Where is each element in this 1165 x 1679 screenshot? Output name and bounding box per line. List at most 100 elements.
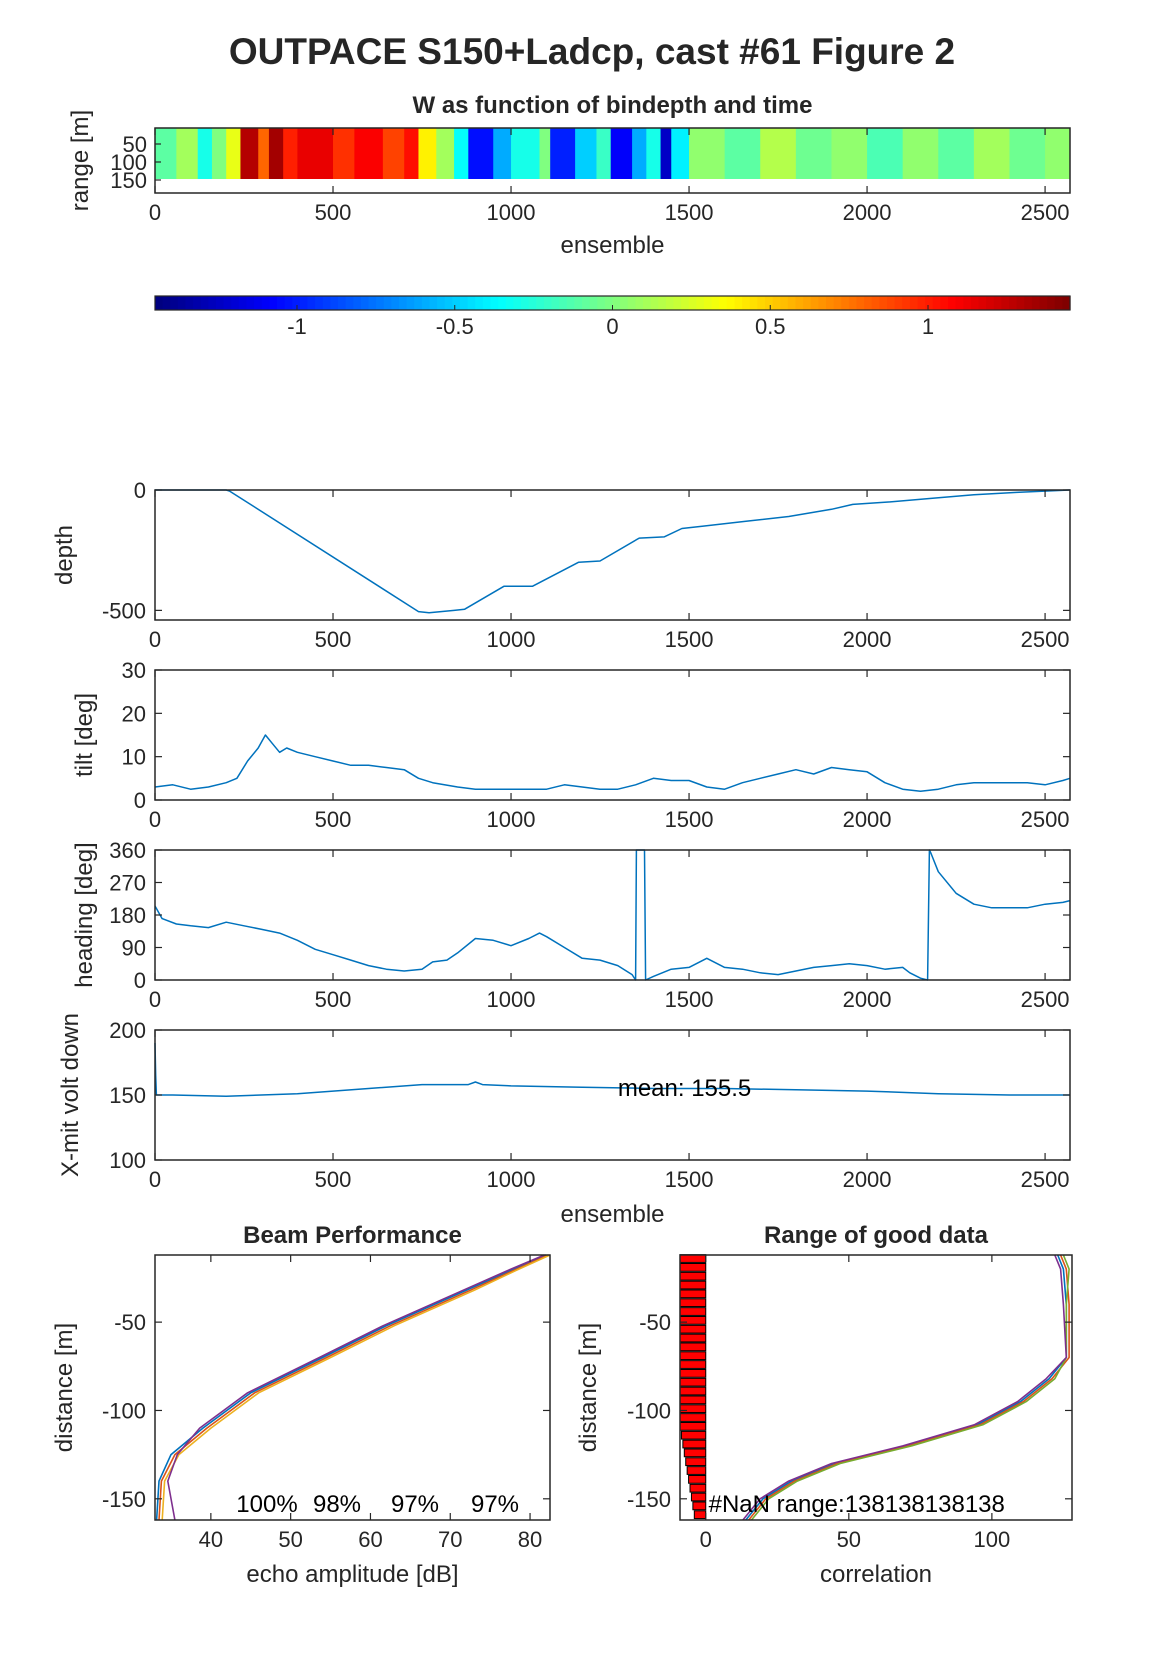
colorbar-cell [940,296,949,310]
colorbar-cell [216,296,225,310]
beam-x-tick-label: 60 [358,1527,382,1552]
beam-percent-annotation: 98% [313,1491,361,1518]
colorbar-cell [620,296,629,310]
heading-y-tick-label: 180 [109,903,146,928]
colorbar-cell [757,296,766,310]
nan-range-bar [680,1430,707,1440]
w-image-cell [436,128,455,179]
w-image-cell [468,128,494,179]
colorbar-cell [368,296,377,310]
tilt-x-tick-label: 2000 [843,807,892,832]
colorbar-cell [826,296,835,310]
depth-x-tick-label: 1000 [487,627,536,652]
w-image-cell [197,128,213,179]
colorbar-cell [665,296,675,310]
depth-series-line [155,489,1071,614]
w-image-cell [493,128,512,179]
w-image-cell [418,128,437,179]
colorbar-cell [170,296,179,310]
colorbar-cell [1001,296,1010,310]
nan-range-bar [690,1492,707,1502]
colorbar-cell [848,296,858,310]
colorbar-cell [726,296,736,310]
w-image-cell [268,128,284,179]
colorbar-cell [696,296,705,310]
colorbar-cell [787,296,797,310]
nan-range-bar [679,1386,707,1396]
w-image-cell [258,128,270,179]
nan-range-bar [679,1298,707,1308]
corr-series-2 [748,1254,1070,1521]
w-image-x-tick-label: 1000 [487,200,536,225]
nan-range-bar [693,1510,707,1520]
beam-x-label: echo amplitude [dB] [246,1561,458,1588]
w-image-axes-frame [154,127,1071,194]
nan-range-bar [679,1324,707,1334]
w-image-cell [760,128,797,179]
beam-y-label: distance [m] [51,1323,78,1452]
w-image-cell [902,128,939,179]
w-image-x-label: ensemble [560,232,664,259]
depth-x-tick-label: 2000 [843,627,892,652]
beam-percent-annotation: 97% [391,1491,439,1518]
colorbar-cell [277,296,286,310]
xmit_volt-x-tick-label: 0 [149,1167,161,1192]
heading-x-tick-label: 1500 [665,987,714,1012]
colorbar-cell [1062,296,1071,310]
w-image-cell [689,128,726,179]
nan-range-bar [679,1404,707,1414]
colorbar-cell [734,296,743,310]
colorbar-cell [521,296,530,310]
colorbar-cell [353,296,362,310]
colorbar-cell [612,296,621,310]
colorbar-cell [833,296,842,310]
depth-y-tick-label: 0 [134,478,146,503]
heading-x-tick-label: 2500 [1021,987,1070,1012]
colorbar-cell [582,296,591,310]
colorbar-cell [322,296,331,310]
colorbar-cell [437,296,446,310]
depth-x-tick-label: 1500 [665,627,714,652]
colorbar-tick-label: 1 [922,314,934,339]
colorbar-cell [1009,296,1018,310]
colorbar-cell [909,296,919,310]
colorbar-cell [406,296,415,310]
xmit_volt-y-label: X-mit volt down [57,1013,84,1177]
colorbar-cell [574,296,583,310]
colorbar-cell [627,296,636,310]
xmit_volt-y-tick-label: 150 [109,1083,146,1108]
colorbar-cell [864,296,873,310]
colorbar-cell [932,296,941,310]
heading-x-tick-label: 0 [149,987,161,1012]
colorbar-cell [650,296,659,310]
nan-range-bar [679,1413,707,1422]
xmit_volt-x-tick-label: 2500 [1021,1167,1070,1192]
heading-series-line [154,849,1071,981]
tilt-x-tick-label: 0 [149,807,161,832]
nan-range-bar [679,1342,707,1352]
w-image-cell [831,128,868,179]
corr-title: Range of good data [764,1222,989,1249]
beam-x-tick-label: 70 [438,1527,462,1552]
nan-range-bar [679,1280,707,1290]
colorbar-cell [200,296,209,310]
depth-axes-frame [154,489,1071,621]
corr-series-3 [750,1254,1070,1521]
colorbar-cell [749,296,758,310]
heading-y-tick-label: 360 [109,838,146,863]
colorbar-tick-label: 0 [606,314,618,339]
nan-range-bar [679,1377,707,1387]
corr-series-4 [742,1254,1068,1521]
nan-range-bar [679,1289,707,1299]
colorbar-cell [460,296,469,310]
colorbar-cell [208,296,217,310]
beam-x-tick-label: 40 [199,1527,223,1552]
xmit_volt-axes-frame [154,1029,1071,1161]
beam-percent-annotation: 100% [236,1491,297,1518]
w-image-y-tick-label: 50 [123,132,147,157]
w-image-cell [1009,128,1046,179]
colorbar-cell [536,296,545,310]
w-image-cell [795,128,832,179]
colorbar-cell [993,296,1002,310]
